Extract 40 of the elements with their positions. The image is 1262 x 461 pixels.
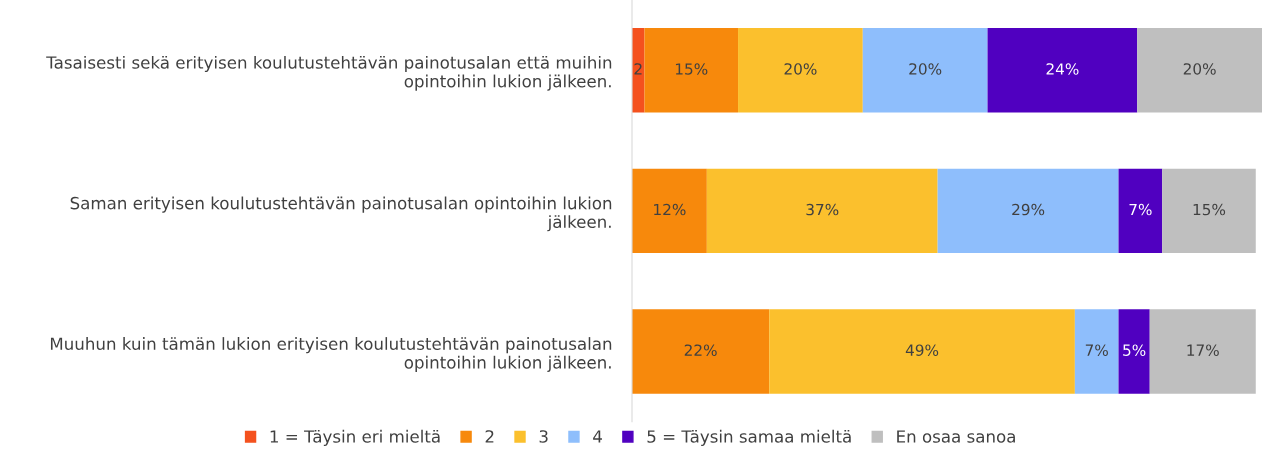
bar <box>862 28 988 113</box>
data-label: 49% <box>905 344 939 356</box>
data-label: 7% <box>1129 203 1152 216</box>
bar <box>738 28 863 113</box>
data-label: 22% <box>684 344 717 356</box>
bar <box>632 309 770 394</box>
legend-label: 4 <box>593 430 602 443</box>
legend-label: 1 = Täysin eri mieltä <box>270 429 440 446</box>
bar <box>937 168 1119 254</box>
data-label: 12% <box>654 203 686 216</box>
bar <box>769 309 1075 394</box>
bar <box>1162 168 1256 254</box>
data-label: 37% <box>806 203 839 216</box>
data-label: 5% <box>1123 344 1146 356</box>
legend-label: 3 <box>539 430 548 443</box>
legend-label: 2 <box>485 430 494 443</box>
y-tick-label: Muuhun kuin tämän lukion erityisen koulutustehtävän painotusalan opintoihin lukion jälkeen. <box>50 337 612 372</box>
legend-label: 5 = Täysin samaa mieltä <box>647 429 851 446</box>
bar <box>644 28 739 113</box>
bar <box>632 168 707 254</box>
bar <box>1118 168 1163 254</box>
data-label: 20% <box>1183 63 1216 75</box>
data-label: 20% <box>909 63 942 75</box>
bar <box>1149 309 1256 394</box>
data-label: 20% <box>784 63 817 75</box>
legend-label: En osaa sanoa <box>897 430 1015 443</box>
data-label: 29% <box>1012 203 1045 216</box>
bar <box>1074 309 1119 394</box>
bar <box>1137 28 1262 113</box>
bar <box>1118 309 1150 394</box>
bar <box>706 168 938 254</box>
data-label: 2 <box>634 63 642 75</box>
data-label: 7% <box>1085 344 1108 356</box>
y-tick-label: Tasaisesti sekä erityisen koulutustehtävän painotusalan että muihin opintoihin lukion jälkeen. <box>46 55 612 91</box>
data-label: 17% <box>1187 344 1219 356</box>
data-label: 15% <box>675 63 708 75</box>
data-label: 15% <box>1193 203 1226 216</box>
y-tick-label: Saman erityisen koulutustehtävän painotusalan opintoihin lukion jälkeen. <box>70 196 612 232</box>
bar <box>987 28 1138 113</box>
data-label: 24% <box>1046 63 1079 75</box>
